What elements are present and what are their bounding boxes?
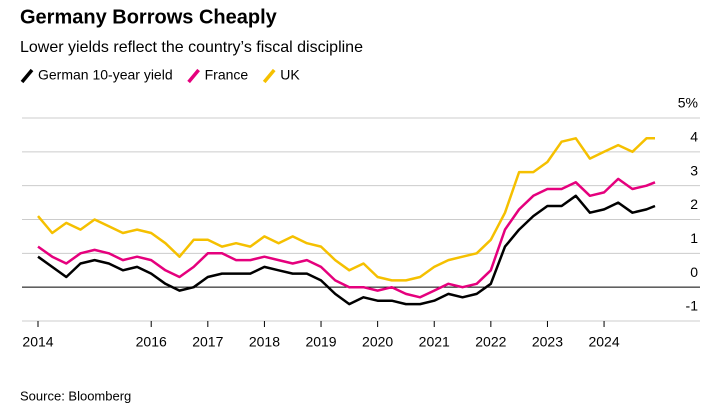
x-tick-label: 2018 — [249, 334, 280, 350]
legend-swatch — [187, 68, 200, 84]
y-tick-label: 4 — [690, 129, 698, 145]
x-tick-label: 2020 — [362, 334, 393, 350]
y-tick-label: 3 — [690, 162, 698, 178]
x-tick-label: 2016 — [136, 334, 167, 350]
x-tick-label: 2024 — [588, 334, 619, 350]
y-tick-label: 1 — [690, 230, 698, 246]
legend-label: France — [205, 67, 249, 83]
legend-label: UK — [280, 67, 300, 83]
series-line — [37, 177, 656, 299]
series-line — [37, 137, 655, 282]
x-tick-label: 2023 — [532, 334, 563, 350]
legend-swatch — [20, 68, 34, 84]
x-tick-label: 2021 — [419, 334, 450, 350]
legend-label: German 10-year yield — [38, 67, 173, 83]
series-line — [37, 194, 656, 306]
y-tick-label: 0 — [690, 264, 698, 280]
chart-title: Germany Borrows Cheaply — [20, 6, 278, 28]
legend-swatch — [262, 68, 276, 84]
x-tick-label: 2014 — [22, 334, 53, 350]
source: Source: Bloomberg — [20, 388, 131, 403]
x-tick-label: 2017 — [192, 334, 223, 350]
x-tick-label: 2019 — [305, 334, 336, 350]
y-tick-label: 5% — [678, 95, 698, 111]
legend: German 10-year yield France UK — [20, 67, 300, 84]
x-tick-label: 2022 — [475, 334, 506, 350]
chart-subtitle: Lower yields reflect the country’s fisca… — [20, 39, 363, 56]
y-tick-label: 2 — [690, 196, 698, 212]
y-tick-label: -1 — [686, 298, 699, 314]
